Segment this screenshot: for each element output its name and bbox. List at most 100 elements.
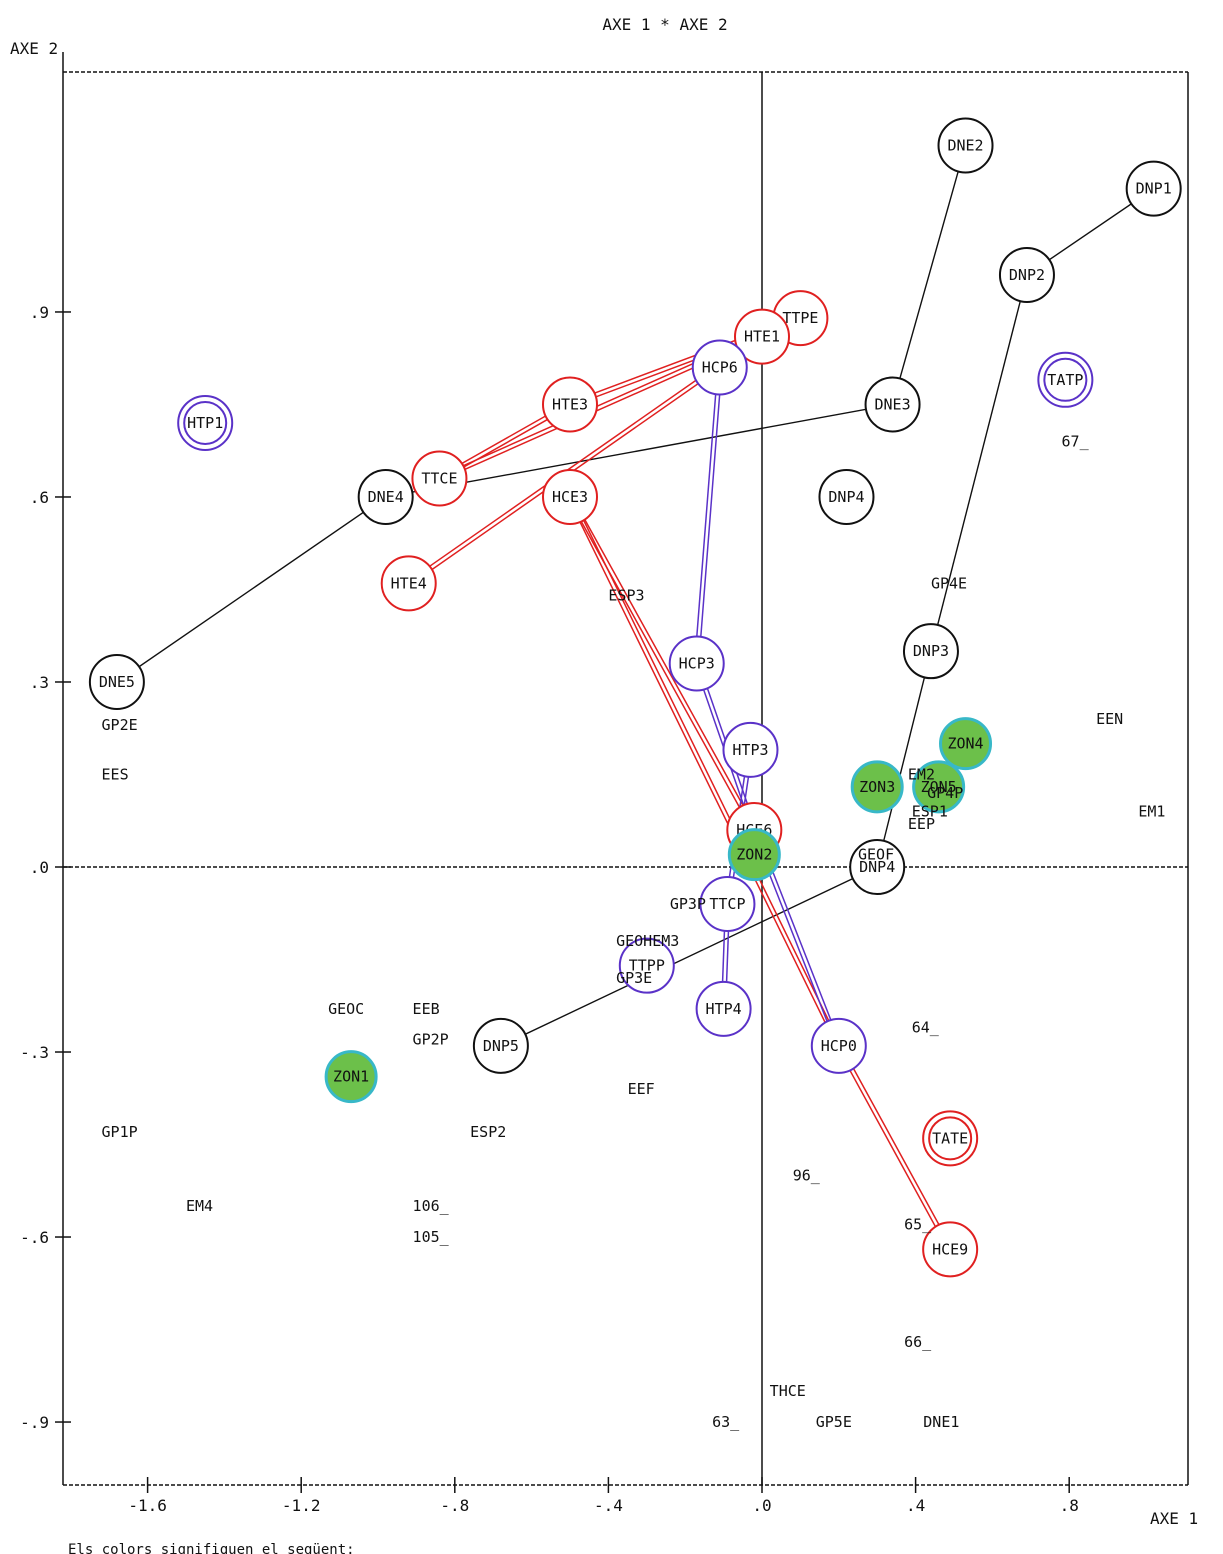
point-label: HCP3 [679,654,715,672]
link-line-blue [697,367,723,664]
point-hte4: HTE4 [380,555,437,612]
text-label: 66_ [904,1333,932,1351]
point-label: HCP0 [821,1037,857,1055]
y-tick-label: .0 [30,858,49,877]
text-label: EES [102,765,129,783]
point-tate: TATE [922,1110,979,1167]
ring-marker [734,308,790,365]
point-label: HTP3 [732,741,768,759]
text-label: EM1 [1138,802,1165,820]
point-label: HTE1 [744,328,780,346]
inner-ring-marker [928,1116,973,1161]
point-label: DNP5 [483,1037,519,1055]
link-line-red [836,1046,950,1251]
link-line-black [385,403,893,498]
text-label: GP5E [816,1413,852,1431]
text-label: ESP2 [470,1123,506,1141]
link-line-black [116,496,387,683]
y-tick-label: .3 [30,673,49,692]
y-tick-label: -.6 [20,1228,49,1247]
link-line-red [839,1044,953,1249]
point-htp4: HTP4 [695,980,752,1037]
x-tick-label: .0 [752,1496,771,1515]
point-label: TTCE [421,469,457,487]
point-label: TTPE [782,309,818,327]
text-label: GP2P [413,1031,449,1049]
zone-marker [727,828,781,882]
footnote: Els colors signifiquen el següent: [68,1542,355,1554]
ring-marker [88,653,145,710]
x-tick-label: -1.6 [128,1496,167,1515]
text-label: GEOC [328,1000,364,1018]
ring-marker [357,468,414,525]
point-label: HTP4 [706,1000,742,1018]
point-label: ZON2 [736,846,772,864]
point-dnp5: DNP5 [472,1017,529,1074]
point-dnp3: DNP3 [902,623,959,680]
y-tick-label: -.9 [20,1413,49,1432]
link-line-blue [693,367,719,664]
point-dne2: DNE2 [937,117,994,174]
ring-marker [810,1017,867,1074]
point-hce3: HCE3 [542,468,598,525]
ring-marker [472,1017,529,1074]
ring-marker [937,117,994,174]
point-label: ZON5 [921,778,957,796]
text-label: EEB [413,1000,440,1018]
y-tick-label: .9 [30,303,49,322]
point-zon2: ZON2 [727,828,781,882]
point-zon4: ZON4 [939,717,993,771]
point-htp3: HTP3 [722,721,779,778]
ring-marker [542,468,598,525]
text-label: EM2 [908,765,935,783]
ring-marker [818,468,875,525]
text-label: GP2E [102,716,138,734]
point-label: TTPP [629,957,665,975]
point-dnp4: DNP4 [849,839,906,895]
point-dne4: DNE4 [357,468,414,525]
point-dne5: DNE5 [88,653,145,710]
text-label: 64_ [912,1018,940,1036]
link-line-red [567,497,754,832]
ring-marker [864,376,921,433]
x-tick-label: -.4 [594,1496,623,1515]
x-tick-label: -.8 [440,1496,469,1515]
point-label: DNE2 [947,136,983,154]
ring-marker [722,721,779,778]
x-tick-label: .8 [1060,1496,1079,1515]
point-zon3: ZON3 [850,760,904,814]
ring-marker [922,1221,979,1278]
text-label: 65_ [904,1216,932,1234]
text-label: ESP3 [608,587,644,605]
point-label: TATE [932,1129,968,1147]
point-label: DNP3 [913,642,949,660]
ring-marker [411,450,468,507]
point-hcp0: HCP0 [810,1017,867,1074]
point-ttcp: TTCP [699,876,756,933]
text-label: 105_ [413,1228,450,1246]
point-tatp: TATP [1037,351,1094,408]
text-label: EM4 [186,1197,213,1215]
point-label: TATP [1047,371,1083,389]
text-label: THCE [770,1382,806,1400]
inner-ring-marker [1043,357,1088,402]
point-label: ZON1 [333,1068,369,1086]
point-htp1: HTP1 [177,394,234,451]
text-label: 106_ [413,1197,450,1215]
x-tick-label: -1.2 [282,1496,321,1515]
point-ttpp: TTPP [618,937,675,994]
point-zon5: ZON5 [912,760,966,814]
text-label: GP1P [102,1123,138,1141]
point-label: ZON4 [947,735,983,753]
point-label: DNP4 [859,858,895,876]
point-label: DNP4 [828,488,864,506]
point-hce9: HCE9 [922,1221,979,1278]
point-label: TTCP [709,895,745,913]
inner-ring-marker [183,400,228,445]
link-line-black [891,145,967,405]
ring-marker [1125,160,1182,217]
text-label: GP4E [931,574,967,592]
point-label: DNE3 [874,395,910,413]
point-label: DNP2 [1009,266,1045,284]
